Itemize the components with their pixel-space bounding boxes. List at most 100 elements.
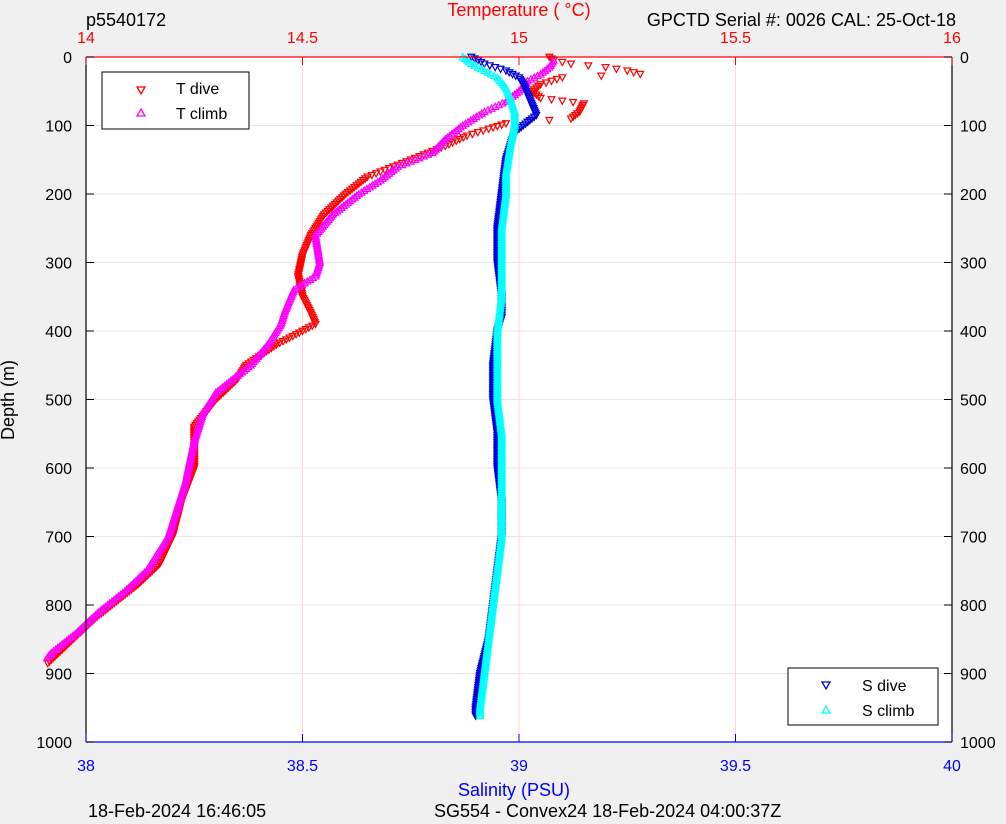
data-point-t-dive [541, 79, 551, 88]
data-point-t-dive [478, 127, 488, 136]
data-point-t-climb [406, 156, 416, 165]
serial-label: GPCTD Serial #: 0026 CAL: 25-Oct-18 [647, 10, 956, 30]
y-tick-label-left: 500 [45, 393, 72, 410]
data-marks [42, 52, 645, 721]
legend-salinity-box [787, 667, 939, 726]
data-point-s-dive [508, 70, 517, 79]
x-bottom-tick-label: 38 [77, 758, 95, 775]
legend-temperature-box [101, 71, 250, 130]
legend-t-climb-label: T climb [176, 106, 227, 123]
y-tick-label-left: 100 [45, 119, 72, 136]
data-point-t-climb [497, 98, 507, 107]
y-tick-label-left: 400 [45, 324, 72, 341]
y-tick-label-left: 200 [45, 187, 72, 204]
data-point-t-climb [419, 151, 429, 160]
footer-mission: SG554 - Convex24 18-Feb-2024 04:00:37Z [434, 801, 781, 819]
y-tick-label-right: 500 [960, 393, 987, 410]
data-point-t-climb [532, 71, 542, 80]
data-point-s-dive [473, 57, 483, 66]
data-point-t-dive [557, 74, 567, 83]
data-point-t-dive [294, 329, 304, 338]
y-tick-label-left: 0 [63, 50, 72, 67]
data-point-t-dive [629, 69, 639, 78]
data-point-t-dive [547, 96, 556, 105]
y-tick-label-left: 300 [45, 256, 72, 273]
data-point-t-dive [557, 58, 567, 67]
data-point-s-dive [470, 55, 480, 64]
data-point-s-dive [504, 69, 514, 78]
data-point-t-dive [544, 116, 554, 125]
data-point-t-dive [601, 63, 611, 72]
data-point-t-climb [402, 158, 411, 167]
x-top-tick-label: 14 [77, 30, 95, 47]
data-point-t-dive [557, 97, 567, 106]
data-point-s-dive [496, 65, 506, 74]
footer-timestamp: 18-Feb-2024 16:46:05 [88, 801, 266, 819]
x-bottom-tick-label: 39 [510, 758, 528, 775]
data-point-t-dive [307, 322, 317, 331]
data-point-t-climb [536, 69, 546, 78]
y-tick-label-left: 900 [45, 667, 72, 684]
data-point-t-dive [552, 75, 562, 84]
legend-salinity: S dive S climb [787, 667, 939, 726]
y-tick-label-right: 0 [960, 50, 969, 67]
y-tick-label-right: 200 [960, 187, 987, 204]
data-point-t-dive [534, 93, 543, 102]
legend-t-dive-label: T dive [176, 81, 219, 98]
y-tick-label-left: 600 [45, 461, 72, 478]
data-point-t-dive [462, 132, 472, 141]
legend-s-climb-marker [820, 704, 832, 714]
data-point-s-climb [475, 711, 485, 720]
profile-id: p5540172 [86, 10, 166, 30]
data-point-t-climb [427, 148, 437, 157]
legend-t-dive-marker [135, 86, 147, 96]
y-tick-label-right: 100 [960, 119, 987, 136]
x-top-tick-label: 14.5 [287, 30, 318, 47]
data-point-t-dive [301, 325, 311, 334]
x-bottom-tick-label: 38.5 [287, 758, 318, 775]
data-point-t-dive [288, 332, 298, 341]
x-bottom-tick-label: 40 [943, 758, 961, 775]
data-point-t-climb [410, 155, 420, 164]
data-point-t-dive [311, 320, 320, 329]
data-point-t-dive [566, 60, 576, 69]
x-top-tick-label: 15 [510, 30, 528, 47]
legend-s-dive-marker [820, 681, 832, 691]
data-point-t-dive [281, 336, 291, 345]
legend-t-climb-marker [135, 107, 147, 117]
data-point-t-dive [468, 130, 477, 139]
axes: 0 0 100 100 200 200 300 300 400 400 500 500 600 600 70… [36, 30, 995, 775]
y-axis-label: Depth (m) [0, 360, 18, 440]
y-tick-label-left: 1000 [36, 735, 72, 752]
data-point-s-climb [475, 709, 485, 718]
data-point-t-climb [414, 153, 424, 162]
data-point-t-climb [487, 103, 496, 112]
data-point-t-dive [583, 62, 593, 71]
data-point-t-dive [566, 115, 576, 124]
data-point-t-dive [285, 334, 294, 343]
data-point-t-climb [490, 102, 500, 110]
y-tick-label-right: 1000 [960, 735, 996, 752]
data-point-t-climb [529, 72, 539, 81]
data-point-t-dive [304, 324, 314, 333]
series-s-climb [458, 52, 520, 720]
data-point-t-dive [278, 337, 288, 346]
data-point-t-dive [547, 77, 556, 86]
data-point-t-dive [635, 70, 645, 79]
data-point-t-climb [483, 105, 493, 114]
data-point-t-dive [455, 135, 465, 144]
data-point-t-dive [473, 129, 483, 137]
legend-s-climb-label: S climb [862, 703, 915, 720]
data-point-s-climb [486, 69, 496, 78]
data-point-t-dive [536, 94, 546, 103]
data-point-s-climb [483, 67, 493, 76]
y-tick-label-right: 700 [960, 530, 987, 547]
data-point-t-dive [291, 331, 301, 340]
y-tick-label-right: 400 [960, 324, 987, 341]
data-point-t-dive [568, 113, 578, 122]
data-point-t-dive [484, 125, 494, 134]
data-point-s-climb [470, 60, 480, 69]
data-point-t-dive [622, 67, 632, 76]
